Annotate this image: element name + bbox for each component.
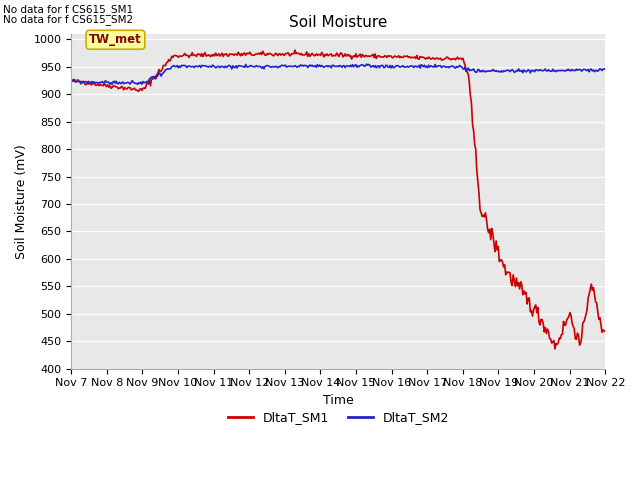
Text: No data for f CS615_SM2: No data for f CS615_SM2 bbox=[3, 13, 133, 24]
DltaT_SM1 bbox=[591, 292, 598, 298]
Title: Soil Moisture: Soil Moisture bbox=[289, 15, 387, 30]
DltaT_SM2 bbox=[387, 65, 395, 71]
DltaT_SM1 bbox=[551, 346, 559, 352]
Text: TW_met: TW_met bbox=[89, 33, 142, 46]
Legend: DltaT_SM1, DltaT_SM2: DltaT_SM1, DltaT_SM2 bbox=[223, 406, 454, 429]
DltaT_SM1 bbox=[325, 52, 333, 58]
DltaT_SM2 bbox=[508, 68, 515, 73]
DltaT_SM1 bbox=[602, 329, 609, 335]
DltaT_SM2 bbox=[322, 63, 330, 69]
Y-axis label: Soil Moisture (mV): Soil Moisture (mV) bbox=[15, 144, 28, 259]
DltaT_SM2 bbox=[108, 82, 116, 87]
DltaT_SM1 bbox=[291, 47, 299, 53]
Line: DltaT_SM1: DltaT_SM1 bbox=[71, 50, 605, 349]
DltaT_SM1 bbox=[506, 270, 514, 276]
DltaT_SM2 bbox=[357, 62, 365, 68]
DltaT_SM2 bbox=[67, 79, 75, 84]
Text: No data for f CS615_SM1: No data for f CS615_SM1 bbox=[3, 4, 133, 15]
Line: DltaT_SM2: DltaT_SM2 bbox=[71, 64, 605, 84]
X-axis label: Time: Time bbox=[323, 394, 354, 407]
DltaT_SM2 bbox=[363, 61, 371, 67]
DltaT_SM1 bbox=[357, 54, 365, 60]
DltaT_SM2 bbox=[325, 63, 333, 69]
DltaT_SM1 bbox=[67, 77, 75, 83]
DltaT_SM1 bbox=[387, 53, 394, 59]
DltaT_SM1 bbox=[322, 53, 330, 59]
DltaT_SM2 bbox=[591, 69, 598, 74]
DltaT_SM2 bbox=[602, 66, 609, 72]
